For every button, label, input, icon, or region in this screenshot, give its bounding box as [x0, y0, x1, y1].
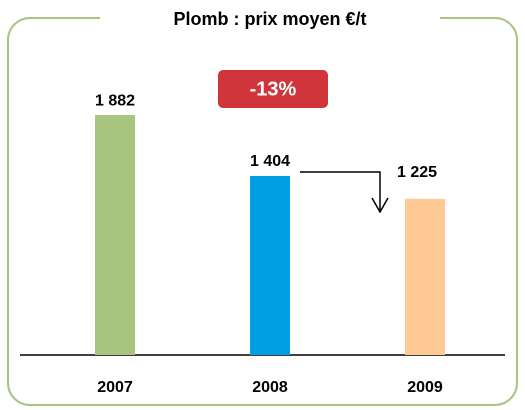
bar	[405, 198, 445, 355]
title-background	[100, 6, 440, 32]
badge	[218, 70, 328, 108]
chart-title: Plomb : prix moyen €/t	[173, 9, 366, 29]
bar	[95, 115, 135, 355]
arrow-head	[371, 197, 389, 214]
x-tick-label: 2007	[97, 379, 133, 396]
data-label: 1 882	[95, 92, 135, 109]
x-tick-label: 2009	[407, 379, 443, 396]
bar	[250, 175, 290, 355]
x-tick-label: 2008	[252, 379, 288, 396]
data-label: 1 225	[397, 164, 437, 181]
data-label: 1 404	[250, 153, 290, 170]
arrow	[300, 171, 381, 210]
annotation: -13%	[250, 78, 297, 100]
